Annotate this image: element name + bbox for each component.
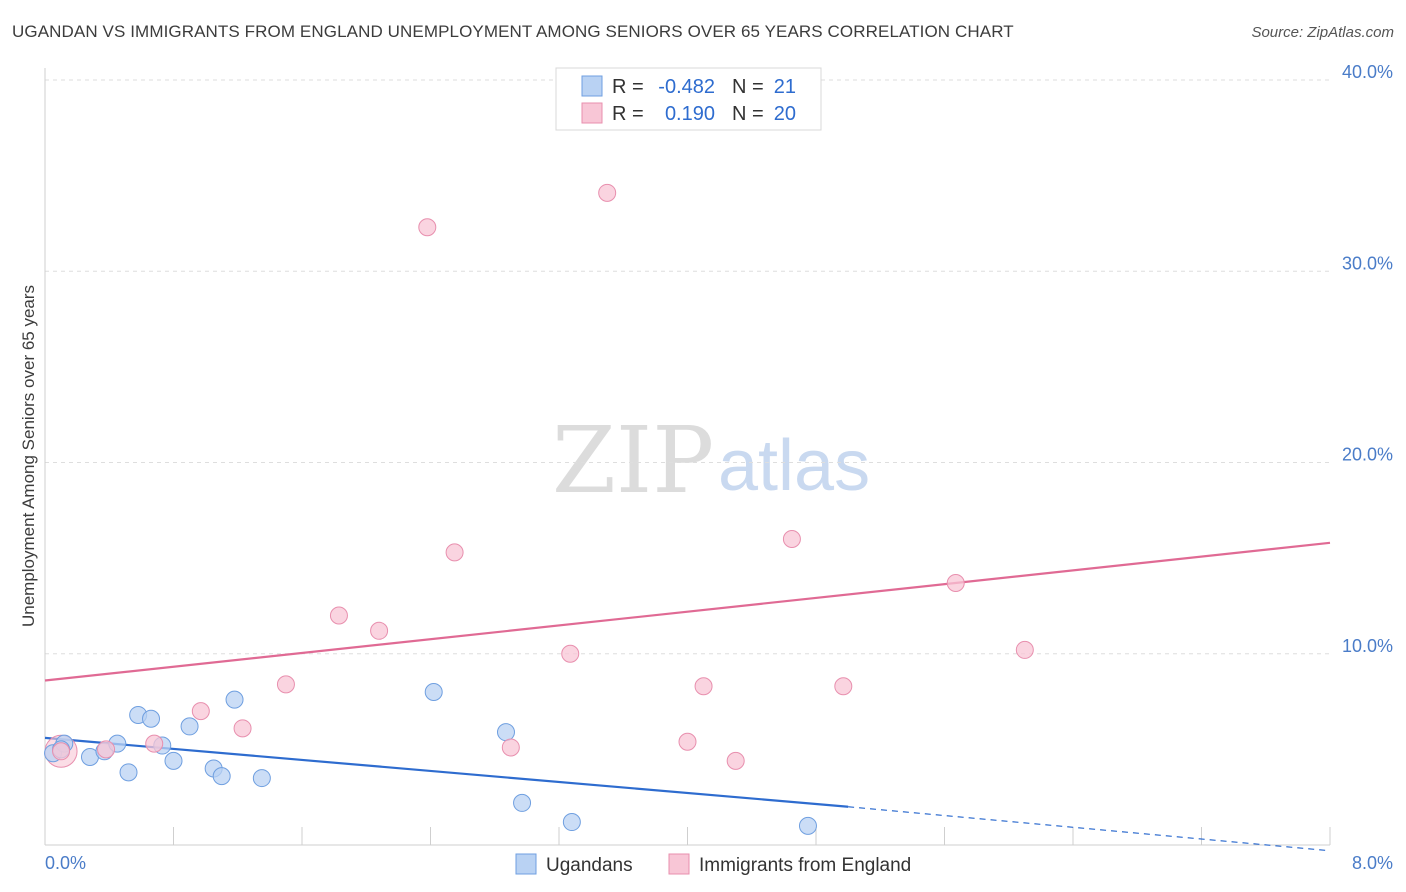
data-point-series-0-12 bbox=[212, 767, 231, 786]
data-point-series-1-18 bbox=[946, 573, 965, 592]
series-legend: Ugandans Immigrants from England bbox=[515, 853, 911, 876]
data-point-series-1-10 bbox=[501, 738, 520, 757]
data-point-series-1-2 bbox=[145, 734, 164, 753]
data-point-series-1-3 bbox=[191, 702, 210, 721]
legend-r-value-england: 0.190 bbox=[665, 103, 715, 125]
chart-source: Source: ZipAtlas.com bbox=[1251, 24, 1394, 41]
data-point-series-1-13 bbox=[678, 732, 697, 751]
legend-swatch-england bbox=[581, 102, 603, 124]
legend-n-label-england: N = bbox=[732, 103, 764, 125]
data-point-series-0-19 bbox=[798, 816, 817, 835]
trend-line-extension-series-0 bbox=[848, 806, 1331, 852]
grid-lines bbox=[45, 79, 1330, 655]
data-point-series-1-5 bbox=[276, 675, 295, 694]
data-point-series-0-10 bbox=[180, 717, 199, 736]
data-point-series-1-1 bbox=[97, 740, 116, 759]
series-legend-label-ugandans: Ugandans bbox=[546, 855, 633, 876]
data-point-series-1-16 bbox=[782, 530, 801, 548]
data-point-series-1-6 bbox=[329, 606, 348, 625]
chart-title: UGANDAN VS IMMIGRANTS FROM ENGLAND UNEMP… bbox=[12, 22, 1014, 41]
legend-swatch-ugandans bbox=[581, 75, 603, 97]
data-point-series-0-13 bbox=[225, 690, 244, 709]
data-point-series-0-7 bbox=[142, 709, 161, 728]
series-legend-label-england: Immigrants from England bbox=[699, 855, 911, 876]
data-point-series-0-18 bbox=[562, 813, 581, 832]
y-tick-label: 10.0% bbox=[1342, 636, 1393, 656]
data-point-series-1-9 bbox=[445, 543, 464, 562]
data-point-series-1-12 bbox=[598, 183, 617, 202]
data-point-series-0-5 bbox=[119, 763, 138, 782]
x-tick-label-min: 0.0% bbox=[45, 853, 86, 873]
trend-lines bbox=[44, 541, 1331, 852]
trend-line-series-1 bbox=[44, 541, 1331, 682]
x-tick-label-max: 8.0% bbox=[1352, 853, 1393, 873]
data-point-series-0-14 bbox=[252, 769, 271, 788]
x-ticks bbox=[44, 827, 1331, 845]
y-axis-title: Unemployment Among Seniors over 65 years bbox=[19, 285, 38, 627]
data-point-series-1-14 bbox=[694, 677, 713, 696]
data-point-series-0-16 bbox=[496, 723, 515, 742]
data-point-series-1-11 bbox=[561, 644, 580, 663]
legend-n-value-england: 20 bbox=[774, 103, 796, 125]
data-point-series-1-0 bbox=[52, 742, 71, 761]
y-tick-label: 20.0% bbox=[1342, 445, 1393, 465]
data-point-series-1-19 bbox=[1015, 640, 1034, 659]
trend-line-series-0 bbox=[44, 736, 849, 808]
y-tick-label: 40.0% bbox=[1342, 62, 1393, 82]
watermark-atlas: atlas bbox=[718, 426, 870, 506]
data-point-series-0-9 bbox=[164, 751, 183, 770]
series-legend-swatch-england bbox=[668, 853, 690, 875]
data-point-series-1-4 bbox=[233, 719, 252, 738]
y-tick-labels: 10.0% 20.0% 30.0% 40.0% bbox=[1342, 62, 1393, 656]
data-point-series-0-17 bbox=[513, 793, 532, 812]
legend-r-label-england: R = bbox=[612, 103, 644, 125]
data-points bbox=[44, 183, 1034, 835]
legend-n-label-ugandans: N = bbox=[732, 76, 764, 98]
legend-n-value-ugandans: 21 bbox=[774, 76, 796, 98]
data-point-series-1-7 bbox=[370, 621, 389, 640]
data-point-series-1-15 bbox=[726, 751, 745, 770]
data-point-series-1-17 bbox=[834, 677, 853, 696]
y-tick-label: 30.0% bbox=[1342, 253, 1393, 273]
data-point-series-1-8 bbox=[418, 218, 437, 237]
legend-r-label-ugandans: R = bbox=[612, 76, 644, 98]
watermark-zip: ZIP bbox=[552, 407, 714, 514]
legend-r-value-ugandans: -0.482 bbox=[658, 76, 715, 98]
series-legend-swatch-ugandans bbox=[515, 853, 537, 875]
data-point-series-0-15 bbox=[424, 683, 443, 701]
correlation-legend: R = -0.482 N = 21 R = 0.190 N = 20 bbox=[555, 67, 822, 131]
